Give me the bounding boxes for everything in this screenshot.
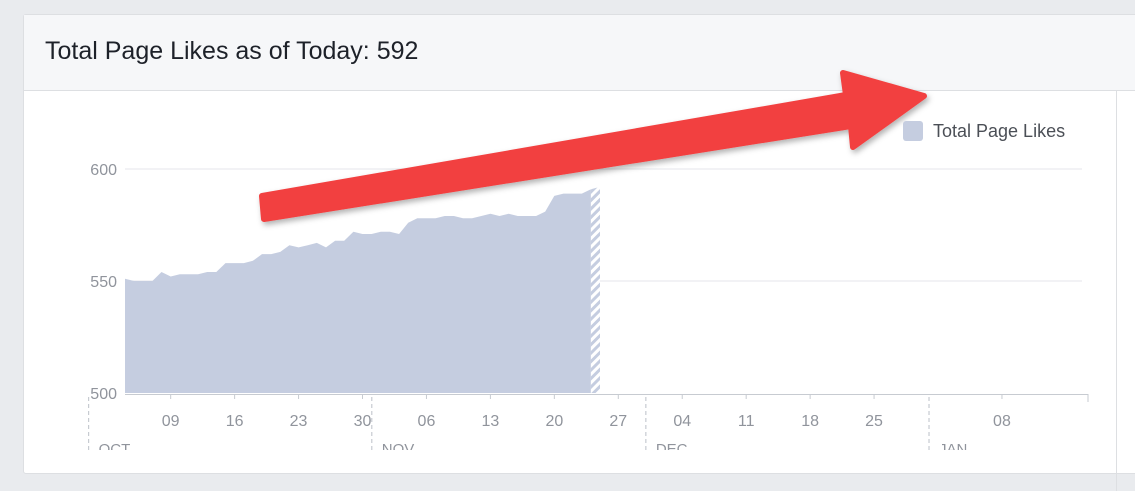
x-tick-label: 30	[354, 413, 372, 430]
x-tick-label: 06	[418, 413, 436, 430]
y-tick-label: 500	[90, 386, 117, 403]
x-tick-label: 08	[993, 413, 1011, 430]
series-area-projected	[590, 186, 600, 393]
series-area	[125, 186, 600, 393]
series-area-fill	[125, 189, 591, 393]
x-tick-label: 13	[482, 413, 500, 430]
x-tick-label: 20	[545, 413, 563, 430]
month-label: JAN	[939, 441, 967, 450]
page-title: Total Page Likes as of Today: 592	[45, 37, 419, 65]
month-label: NOV	[382, 441, 415, 450]
legend-swatch	[903, 121, 923, 141]
legend-label: Total Page Likes	[933, 120, 1066, 141]
x-tick-label: 11	[738, 413, 755, 430]
x-tick-label: 09	[162, 413, 180, 430]
axis-labels: 500 550 600 09 16 23 30 06 13 20 27 04 11 18 25 08 OCT NO…	[90, 162, 1011, 450]
y-tick-label: 550	[90, 274, 117, 291]
x-tick-label: 04	[673, 413, 691, 430]
x-tick-label: 25	[865, 413, 883, 430]
panel-divider	[1116, 91, 1117, 491]
page-likes-chart: 500 550 600 09 16 23 30 06 13 20 27 04 11 18 25 08 OCT NO…	[87, 70, 1089, 450]
page-likes-card: Total Page Likes as of Today: 592	[23, 14, 1135, 491]
month-label: DEC	[656, 441, 688, 450]
x-tick-label: 18	[801, 413, 819, 430]
x-tick-label: 27	[609, 413, 627, 430]
red-arrow-icon	[259, 70, 927, 222]
x-tick-label: 16	[226, 413, 244, 430]
x-axis	[87, 394, 1089, 450]
y-tick-label: 600	[90, 162, 117, 179]
card-header: Total Page Likes as of Today: 592	[24, 15, 1135, 91]
month-label: OCT	[99, 441, 131, 450]
x-tick-label: 23	[290, 413, 308, 430]
chart-legend: Total Page Likes	[903, 120, 1065, 142]
